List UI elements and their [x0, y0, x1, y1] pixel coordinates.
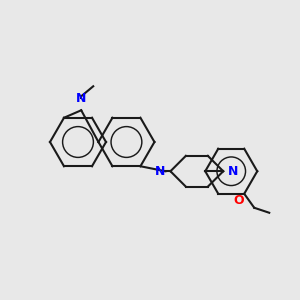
Text: N: N [76, 92, 86, 105]
Text: N: N [155, 165, 165, 178]
Text: N: N [228, 165, 239, 178]
Text: O: O [234, 194, 244, 207]
